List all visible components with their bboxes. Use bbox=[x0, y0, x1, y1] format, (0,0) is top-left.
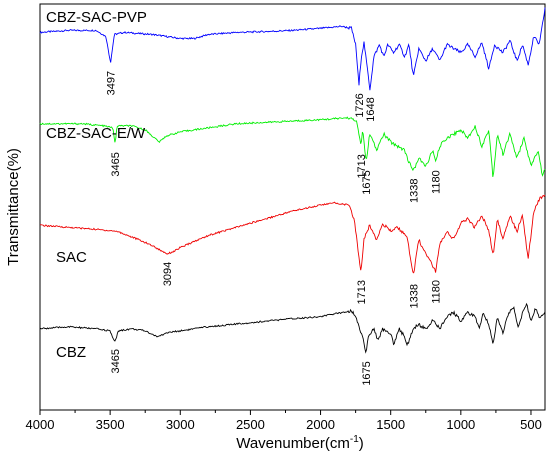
x-axis-label: Wavenumber(cm-1) bbox=[236, 434, 364, 452]
peak-label-2-1: 1713 bbox=[356, 280, 368, 304]
x-axis-ticks: 4000 3500 3000 2500 2000 1500 1000 500 bbox=[26, 410, 542, 432]
series-label-1: CBZ-SAC-E/W bbox=[46, 125, 146, 142]
series-label-0: CBZ-SAC-PVP bbox=[46, 9, 147, 26]
series-label-2: SAC bbox=[56, 249, 87, 266]
x-tick-label-5: 1500 bbox=[376, 417, 405, 432]
peak-label-1-3: 1338 bbox=[408, 179, 420, 203]
peak-label-1-0: 3465 bbox=[110, 152, 122, 176]
peak-label-0-0: 3497 bbox=[106, 71, 118, 95]
x-tick-label-2: 3000 bbox=[166, 417, 195, 432]
x-axis-label-end: ) bbox=[359, 435, 364, 452]
x-tick-label-7: 500 bbox=[520, 417, 542, 432]
series-line-3 bbox=[39, 302, 546, 354]
series-label-3: CBZ bbox=[56, 344, 86, 361]
x-tick-label-1: 3500 bbox=[96, 417, 125, 432]
plot-frame bbox=[39, 3, 546, 411]
x-axis-label-text: Wavenumber(cm bbox=[236, 435, 350, 452]
peak-label-1-1: 1713 bbox=[356, 154, 368, 178]
series-layer bbox=[39, 7, 546, 354]
peak-label-2-3: 1180 bbox=[431, 280, 443, 304]
peak-label-2-0: 3094 bbox=[162, 262, 174, 286]
peak-label-0-1: 1726 bbox=[354, 93, 366, 117]
x-tick-label-4: 2000 bbox=[306, 417, 335, 432]
peak-label-1-2: 1675 bbox=[361, 170, 373, 194]
series-line-0 bbox=[39, 7, 546, 91]
series-name-labels: CBZ-SAC-PVP CBZ-SAC-E/W SAC CBZ bbox=[46, 9, 147, 361]
x-tick-label-0: 4000 bbox=[26, 417, 55, 432]
peak-label-3-0: 3465 bbox=[110, 349, 122, 373]
peak-label-2-2: 1338 bbox=[408, 284, 420, 308]
x-tick-label-3: 2500 bbox=[236, 417, 265, 432]
y-axis-label: Transmittance(%) bbox=[5, 148, 22, 266]
peak-label-0-2: 1648 bbox=[365, 97, 377, 121]
peak-label-1-4: 1180 bbox=[431, 170, 443, 194]
series-line-1 bbox=[39, 116, 546, 177]
series-line-2 bbox=[40, 194, 546, 274]
x-tick-label-6: 1000 bbox=[446, 417, 475, 432]
peak-label-3-1: 1675 bbox=[361, 361, 373, 385]
x-axis-label-superscript: -1 bbox=[350, 434, 359, 445]
